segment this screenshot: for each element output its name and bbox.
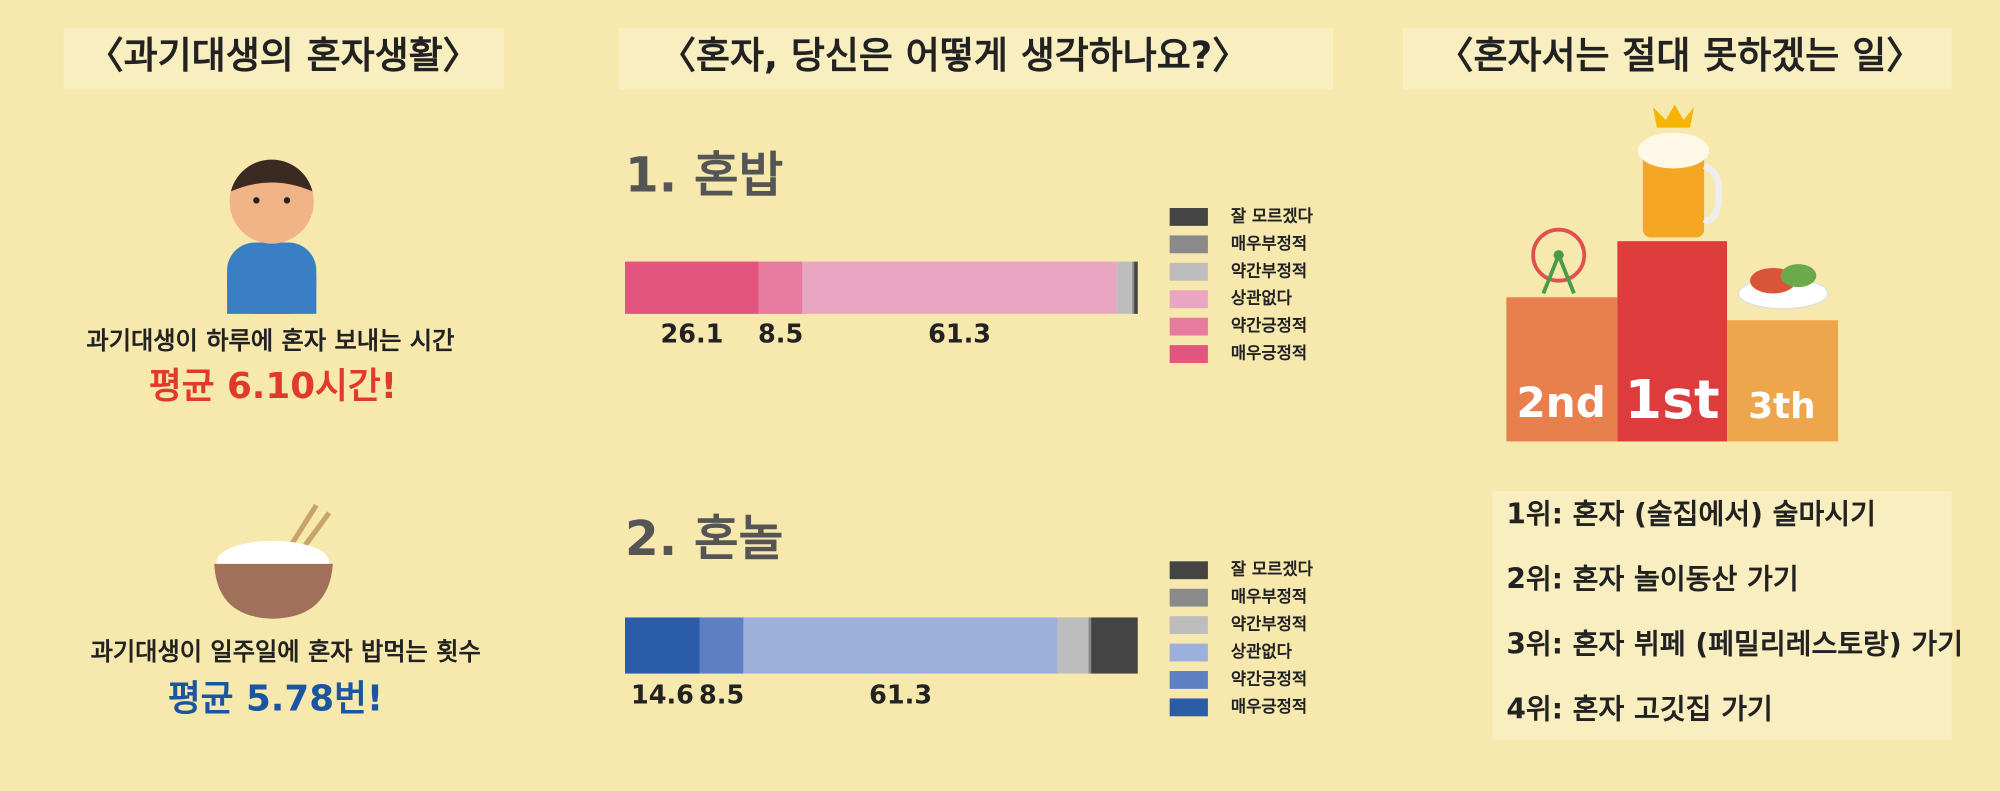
legend-label: 매우긍정적 (1231, 344, 1307, 363)
podium-label: 2nd (1517, 378, 1606, 427)
legend-label: 잘 모르겠다 (1231, 559, 1314, 579)
data-label: 26.1 (660, 320, 723, 350)
data-label: 61.3 (928, 320, 991, 350)
legend-swatch (1169, 317, 1208, 336)
legend-label: 약간긍정적 (1231, 315, 1307, 335)
ranking-item: 3위: 혼자 뷔페 (페밀리레스토랑) 가기 (1506, 627, 1963, 660)
title-band (63, 28, 504, 90)
legend-swatch (1169, 235, 1208, 254)
title-band (1403, 28, 1952, 90)
ranking-list: 1위: 혼자 (술집에서) 술마시기 2위: 혼자 놀이동산 가기 3위: 혼자 뷔… (1506, 497, 1963, 725)
bar-segment (625, 617, 700, 674)
beer-icon (1637, 104, 1723, 238)
legend-swatch (1169, 208, 1208, 226)
stat-value: 평균 5.78번! (168, 678, 383, 719)
podium-label: 1st (1625, 368, 1720, 431)
legend-label: 매우부정적 (1231, 234, 1307, 253)
stat-label: 과기대생이 하루에 혼자 보내는 시간 (86, 327, 454, 355)
legend-swatch (1169, 561, 1208, 580)
legend-swatch (1169, 616, 1208, 635)
bar-segment (1116, 261, 1133, 314)
legend-label: 잘 모르겠다 (1231, 205, 1314, 225)
legend-swatch (1169, 345, 1208, 363)
chart-title: 2. 혼놀 (625, 511, 783, 567)
ranking-item: 2위: 혼자 놀이동산 가기 (1506, 562, 1798, 595)
legend-swatch (1169, 643, 1208, 662)
bar-segment (1132, 261, 1135, 314)
ferris-wheel-icon (1531, 227, 1587, 295)
legend-label: 약간긍정적 (1231, 668, 1307, 688)
stat-label: 과기대생이 일주일에 혼자 밥먹는 횟수 (91, 638, 481, 666)
legend-label: 약간부정적 (1231, 614, 1307, 634)
bar-segment (802, 261, 1117, 314)
legend-label: 상관없다 (1231, 642, 1293, 661)
data-label: 14.6 (631, 681, 694, 711)
legend-label: 약간부정적 (1231, 260, 1307, 280)
bar-segment (1088, 617, 1092, 674)
rice-bowl-icon (214, 503, 333, 619)
podium-label: 3th (1748, 386, 1815, 427)
legend-label: 매우부정적 (1231, 587, 1307, 606)
bar-segment (625, 261, 759, 314)
bar-segment (758, 261, 803, 314)
person-icon (227, 159, 317, 314)
data-label: 61.3 (869, 681, 932, 711)
bar-segment (743, 617, 1058, 674)
bar-segment (699, 617, 744, 674)
chart-title: 1. 혼밥 (625, 148, 783, 204)
ranking-item: 4위: 혼자 고깃집 가기 (1506, 693, 1772, 726)
panel-title: 〈혼자서는 절대 못하겠는 일〉 (1437, 34, 1924, 77)
legend-swatch (1169, 290, 1208, 309)
legend-swatch (1169, 671, 1208, 689)
ranking-item: 1위: 혼자 (술집에서) 술마시기 (1506, 497, 1876, 530)
bar-segment (1057, 617, 1089, 674)
legend-swatch (1169, 262, 1208, 281)
food-icon (1737, 264, 1829, 310)
title-band (618, 28, 1333, 90)
data-label: 8.5 (758, 320, 803, 350)
stat-value: 평균 6.10시간! (149, 366, 397, 407)
panel-title: 〈과기대생의 혼자생활〉 (87, 34, 480, 77)
data-label: 8.5 (699, 681, 744, 711)
bar-segment (1134, 261, 1138, 314)
ranking-band (1492, 491, 1952, 740)
panel-title: 〈혼자, 당신은 어떻게 생각하나요?〉 (659, 34, 1249, 77)
legend-swatch (1169, 698, 1208, 717)
bar-segment (1091, 617, 1138, 674)
legend-label: 매우긍정적 (1231, 697, 1307, 716)
podium (1506, 241, 1839, 442)
legend-swatch (1169, 588, 1208, 607)
legend-label: 상관없다 (1231, 289, 1293, 308)
